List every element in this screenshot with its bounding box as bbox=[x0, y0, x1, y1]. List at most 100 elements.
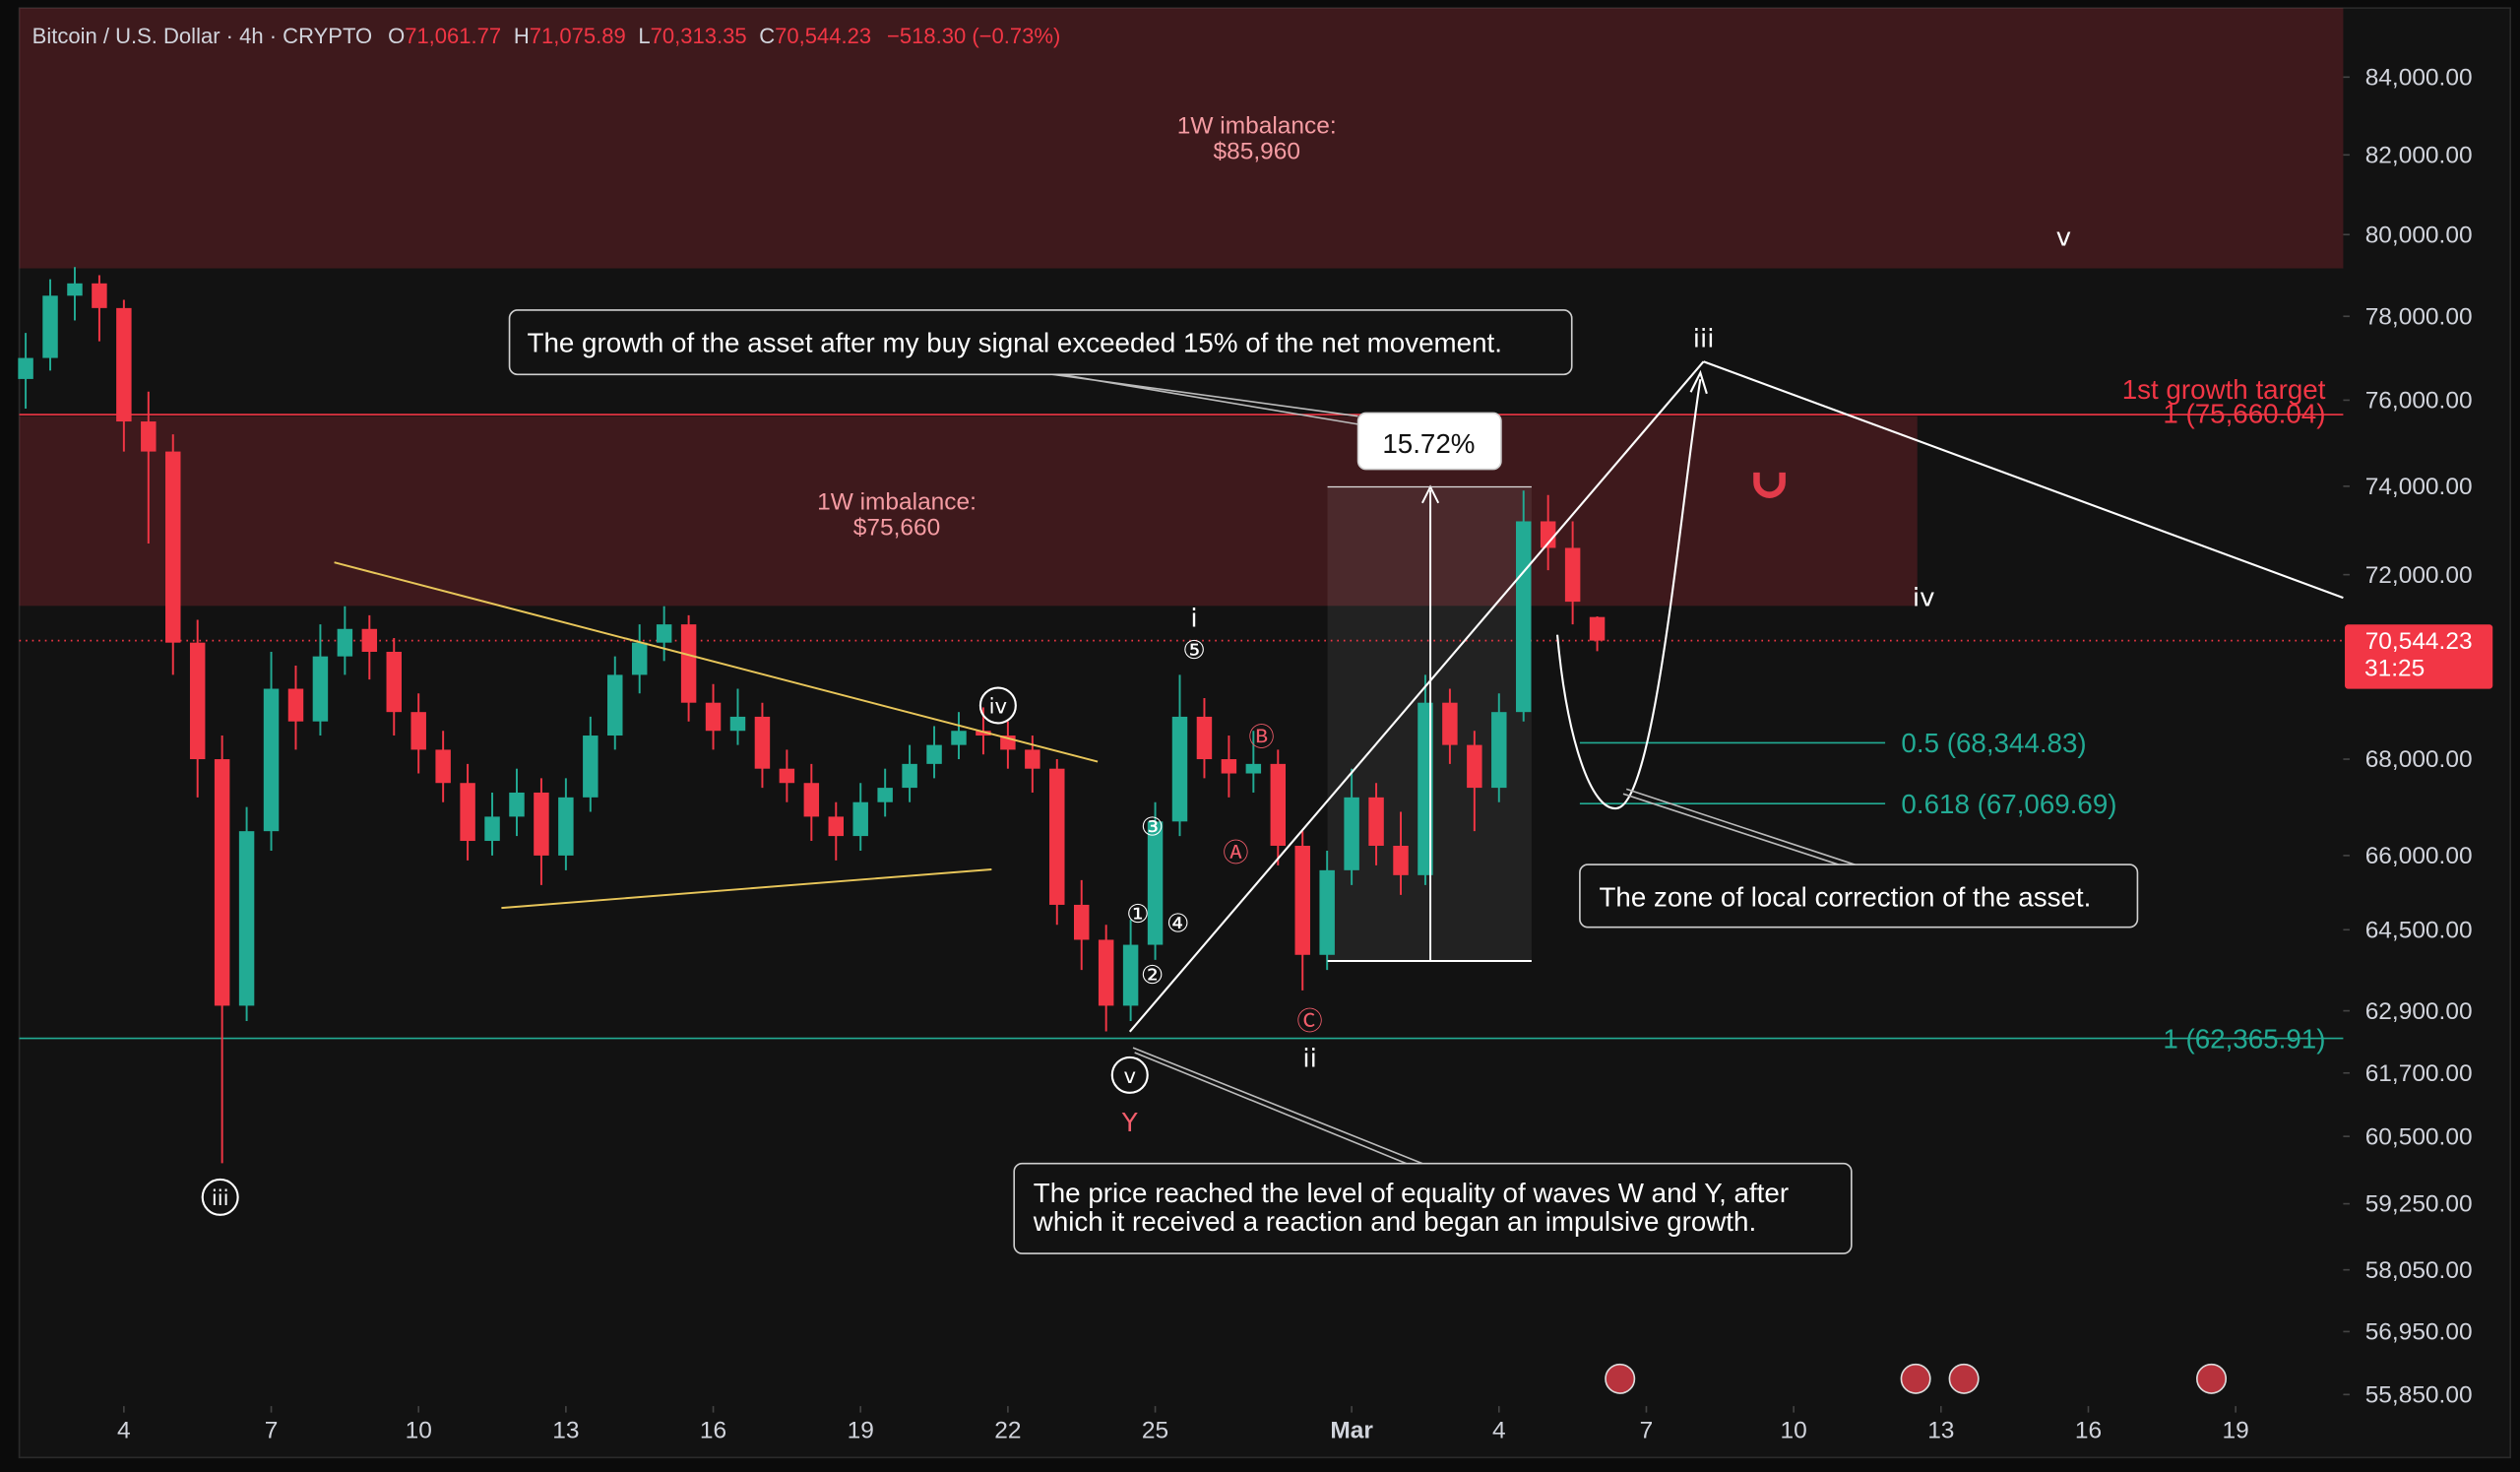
x-tick-label: 13 bbox=[1927, 1418, 1954, 1444]
wave-label: iv bbox=[1913, 583, 1935, 612]
candle-body bbox=[165, 451, 181, 643]
candle-body bbox=[976, 731, 991, 736]
candle-body bbox=[484, 816, 500, 842]
wave-label: ② bbox=[1141, 961, 1164, 991]
candle-body bbox=[386, 651, 402, 713]
candle-body bbox=[1393, 845, 1409, 875]
annotation-text: 1W imbalance: bbox=[1177, 112, 1337, 139]
x-tick-label: 7 bbox=[1640, 1418, 1654, 1444]
x-tick-label: 10 bbox=[406, 1418, 432, 1444]
y-tick-label: 61,700.00 bbox=[2365, 1060, 2473, 1087]
ohlc-value: 70,313.35 bbox=[651, 24, 747, 48]
candle-body bbox=[337, 628, 353, 657]
event-icon bbox=[1900, 1363, 1931, 1394]
wave-line bbox=[1128, 360, 1705, 1033]
wave-label: i bbox=[1190, 605, 1197, 634]
wave-circle bbox=[201, 1178, 239, 1216]
candle-body bbox=[1467, 744, 1482, 789]
x-tick-label: 16 bbox=[700, 1418, 726, 1444]
imbalance-zone bbox=[19, 8, 2344, 269]
y-tick-label: 68,000.00 bbox=[2365, 746, 2473, 773]
annotation-text: The price reached the level of equality … bbox=[1034, 1178, 1789, 1208]
candle-body bbox=[361, 628, 378, 652]
candle-body bbox=[238, 831, 255, 1006]
x-tick-label: 4 bbox=[117, 1418, 131, 1444]
wave-label: ④ bbox=[1166, 910, 1189, 939]
ohlc-key: O bbox=[388, 24, 405, 48]
candle-body bbox=[67, 283, 83, 296]
ohlc-key: L bbox=[638, 24, 650, 48]
candle-body bbox=[534, 792, 549, 856]
trendline bbox=[501, 867, 992, 910]
y-tick-label: 80,000.00 bbox=[2365, 222, 2473, 248]
y-tick-label: 82,000.00 bbox=[2365, 142, 2473, 168]
level-label: 0.618 (67,069.69) bbox=[1901, 789, 2116, 819]
wave-label: ⑤ bbox=[1182, 636, 1205, 666]
candle-body bbox=[631, 642, 648, 675]
level-label: 1 (75,660.04) bbox=[2163, 398, 2325, 428]
zones bbox=[19, 8, 2344, 961]
candle-body bbox=[460, 783, 475, 842]
candle-body bbox=[926, 744, 942, 764]
trendline bbox=[334, 561, 1099, 763]
y-tick-label: 78,000.00 bbox=[2365, 303, 2473, 330]
candle-body bbox=[607, 674, 623, 736]
level-label: 1 (62,365.91) bbox=[2163, 1023, 2325, 1054]
candle-body bbox=[42, 295, 58, 358]
candle-body bbox=[410, 712, 426, 750]
x-tick-label: Mar bbox=[1330, 1418, 1373, 1444]
candle-body bbox=[852, 801, 868, 837]
candle-body bbox=[509, 792, 525, 817]
wave-label: iii bbox=[212, 1186, 229, 1211]
connector bbox=[1622, 788, 1865, 869]
candle-body bbox=[1073, 904, 1090, 940]
wave-label: iv bbox=[989, 695, 1007, 720]
event-icon bbox=[1948, 1363, 1980, 1394]
candle-body bbox=[1418, 702, 1433, 875]
y-tick-label: 74,000.00 bbox=[2365, 474, 2473, 500]
callout-box bbox=[508, 309, 1573, 376]
candle-body bbox=[1589, 616, 1606, 641]
axes: 84,000.00 82,000.00 80,000.00 78,000.00 76,0… bbox=[117, 64, 2493, 1444]
candle-body bbox=[680, 624, 697, 703]
candle-body bbox=[92, 283, 107, 308]
y-tick-label: 60,500.00 bbox=[2365, 1123, 2473, 1150]
y-tick-label: 58,050.00 bbox=[2365, 1257, 2473, 1284]
ohlc-key: C bbox=[759, 24, 775, 48]
candle-body bbox=[1564, 547, 1581, 603]
candle-body bbox=[1049, 768, 1065, 905]
annotation-text: 1st growth target bbox=[2122, 374, 2326, 405]
x-tick-label: 10 bbox=[1781, 1418, 1807, 1444]
candle-body bbox=[729, 716, 746, 732]
candle-body bbox=[1491, 712, 1507, 789]
x-tick-label: 13 bbox=[552, 1418, 579, 1444]
candle-body bbox=[803, 783, 820, 817]
candle-body bbox=[1221, 759, 1237, 774]
x-tick-label: 7 bbox=[265, 1418, 279, 1444]
x-tick-label: 22 bbox=[994, 1418, 1021, 1444]
candle-body bbox=[116, 307, 132, 422]
y-tick-label: 66,000.00 bbox=[2365, 843, 2473, 869]
y-tick-label: 84,000.00 bbox=[2365, 64, 2473, 91]
candle-body bbox=[951, 731, 967, 745]
candle-body bbox=[1147, 821, 1164, 945]
annotation-text: $75,660 bbox=[853, 514, 940, 541]
wave-circle bbox=[978, 686, 1017, 725]
candle-body bbox=[263, 688, 280, 832]
candle-body bbox=[1516, 521, 1532, 713]
callout-box bbox=[1579, 864, 2139, 928]
y-tick-label: 76,000.00 bbox=[2365, 388, 2473, 415]
annotation-text: 1W imbalance: bbox=[817, 488, 976, 515]
candle-body bbox=[1319, 869, 1335, 955]
events bbox=[1605, 1363, 2228, 1394]
candle-body bbox=[828, 816, 845, 837]
x-tick-label: 19 bbox=[848, 1418, 874, 1444]
candle-body bbox=[287, 688, 304, 722]
annotation-text: $85,960 bbox=[1214, 139, 1300, 165]
levels: 1 (75,660.04) 1 (62,365.91) 0.5 (68,344.83… bbox=[19, 398, 2344, 1054]
candle-body bbox=[1122, 944, 1139, 1006]
candle-body bbox=[1442, 702, 1458, 745]
candle-body bbox=[1196, 716, 1213, 760]
